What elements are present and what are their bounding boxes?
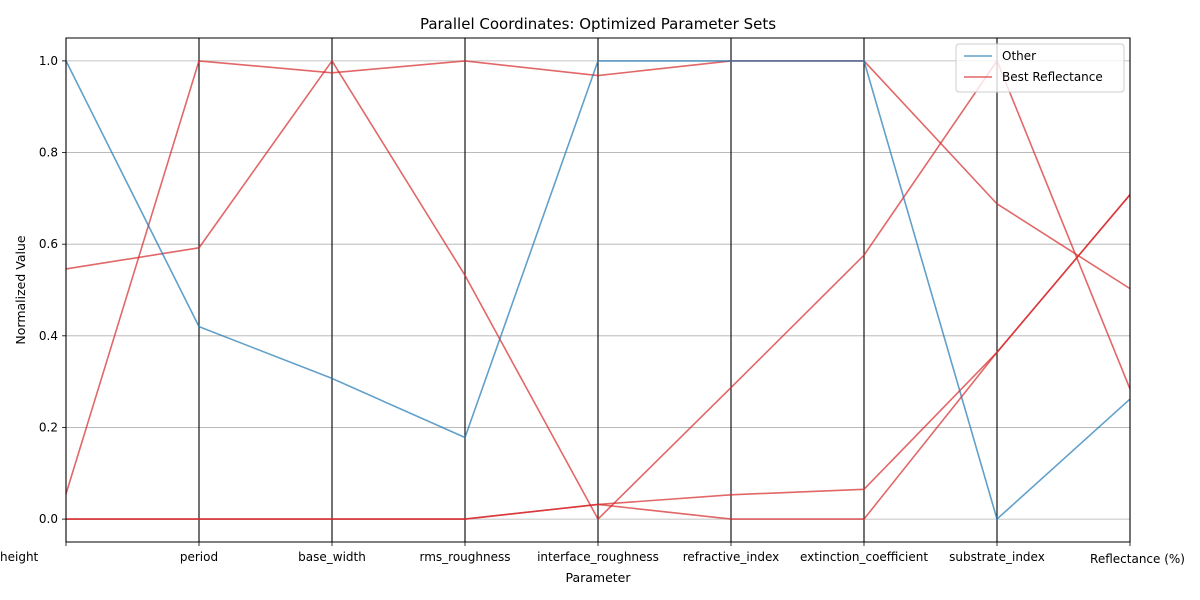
y-axis-ticks: 0.0 0.2 0.4 0.6 0.8 1.0 [39,54,66,526]
series-line [66,194,1131,520]
x-axis-title: Parameter [565,570,631,585]
x-axis-ticks: height period base_width rms_roughness inter… [0,542,1185,566]
y-axis-title: Normalized Value [13,235,28,344]
x-tick-label: substrate_index [949,550,1045,564]
legend: Other Best Reflectance [955,43,1125,93]
x-tick-label: Reflectance (%) [1090,552,1185,566]
series-line [65,60,1131,495]
y-tick-label: 0.8 [39,146,58,160]
legend-label: Best Reflectance [1002,70,1103,84]
legend-box [955,43,1125,93]
x-tick-label: period [180,550,218,564]
y-tick-label: 0.0 [39,512,58,526]
x-tick-label: base_width [298,550,366,564]
y-tick-label: 0.6 [39,237,58,251]
x-tick-label: interface_roughness [537,550,659,564]
series-line [65,60,1131,520]
legend-label: Other [1002,49,1036,63]
chart-title: Parallel Coordinates: Optimized Paramete… [420,15,776,33]
y-tick-label: 0.2 [39,420,58,434]
x-tick-label: height [0,550,39,564]
series-lines [65,60,1131,520]
y-tick-label: 1.0 [39,54,58,68]
y-tick-label: 0.4 [39,329,58,343]
x-tick-label: refractive_index [683,550,780,564]
series-line [65,60,1131,520]
x-tick-label: rms_roughness [420,550,511,564]
x-tick-label: extinction_coefficient [800,550,928,564]
